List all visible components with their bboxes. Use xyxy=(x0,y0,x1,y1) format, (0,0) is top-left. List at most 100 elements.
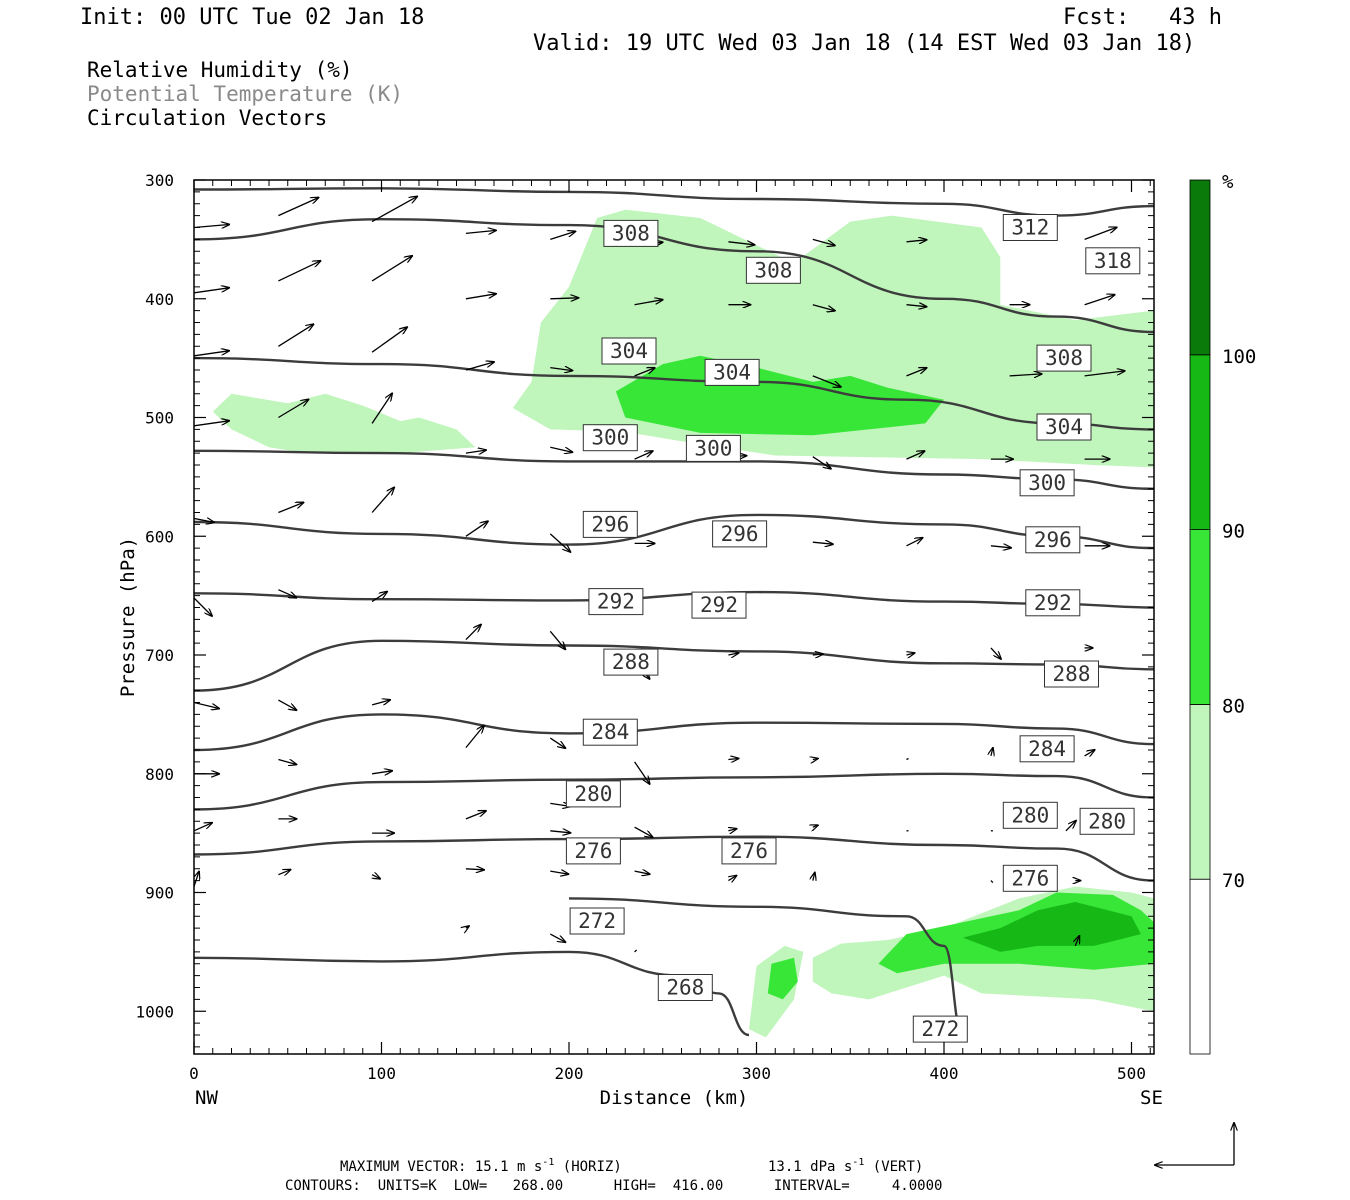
vector-56 xyxy=(278,589,296,598)
y-tick-label: 600 xyxy=(145,527,174,546)
contour-label-box-22 xyxy=(1002,801,1058,829)
vector-62 xyxy=(907,653,915,655)
x-tick-label: 0 xyxy=(189,1064,199,1083)
contour-label-box-10 xyxy=(1019,469,1075,497)
contour-label-272: 272 xyxy=(578,909,616,933)
vector-77 xyxy=(278,758,296,765)
contour-label-288: 288 xyxy=(1053,662,1091,686)
vector-2 xyxy=(371,197,417,223)
contour-label-292: 292 xyxy=(700,593,738,617)
vector-104 xyxy=(549,933,565,942)
colorbar-segment-4 xyxy=(1189,179,1211,356)
isentrope-308 xyxy=(194,217,1154,334)
y-tick-label: 400 xyxy=(145,290,174,309)
max-vector-text: MAXIMUM VECTOR: 15.1 m s-1 (HORIZ) 13.1 d… xyxy=(340,1157,923,1175)
y-tick-label: 900 xyxy=(145,884,174,903)
vector-90 xyxy=(465,811,486,820)
contour-label-308: 308 xyxy=(1045,346,1083,370)
vector-41 xyxy=(906,451,925,460)
contour-label-284: 284 xyxy=(1028,737,1066,761)
init-time: Init: 00 UTC Tue 02 Jan 18 xyxy=(80,5,425,30)
y-tick-label: 700 xyxy=(145,646,174,665)
vector-12 xyxy=(278,261,320,282)
vector-93 xyxy=(728,876,736,881)
vector-37 xyxy=(550,446,572,452)
plot-frame xyxy=(193,179,1155,1055)
contour-label-292: 292 xyxy=(597,590,635,614)
contour-label-box-26 xyxy=(1002,864,1058,892)
vector-100 xyxy=(372,875,380,879)
vector-22 xyxy=(194,351,229,357)
vector-96 xyxy=(990,880,994,884)
contour-label-296: 296 xyxy=(591,512,629,536)
contour-label-box-9 xyxy=(685,434,741,462)
contour-label-box-25 xyxy=(721,837,777,865)
vector-107 xyxy=(1075,936,1079,947)
vector-scale-legend xyxy=(1155,1123,1234,1165)
x-tick-label: 400 xyxy=(930,1064,959,1083)
x-tick-label: 500 xyxy=(1117,1064,1146,1083)
rh-region-80-90-6 xyxy=(767,957,798,1000)
contour-label-box-16 xyxy=(1025,589,1081,617)
colorbar-level-80: 80 xyxy=(1222,695,1245,717)
legend-rh: Relative Humidity (%) xyxy=(87,58,353,82)
contour-label-box-11 xyxy=(582,510,638,538)
contour-label-268: 268 xyxy=(666,976,704,1000)
vector-33 xyxy=(194,421,229,427)
contour-label-276: 276 xyxy=(574,839,612,863)
vector-72 xyxy=(813,759,818,760)
legend-vectors: Circulation Vectors xyxy=(87,106,328,130)
colorbar-segment-1 xyxy=(1189,704,1211,880)
vector-67 xyxy=(371,700,390,706)
contour-label-304: 304 xyxy=(713,360,751,384)
contour-label-box-28 xyxy=(657,974,713,1001)
vector-11 xyxy=(194,288,229,294)
contour-label-308: 308 xyxy=(754,258,792,282)
vector-73 xyxy=(906,757,909,761)
x-tick-label: 200 xyxy=(555,1064,584,1083)
contour-label-box-1 xyxy=(1085,247,1141,275)
vector-53 xyxy=(990,546,1011,548)
endpoint-se: SE xyxy=(1140,1087,1163,1109)
colorbar-segment-0 xyxy=(1189,878,1211,1055)
vector-14 xyxy=(465,294,496,300)
rh-region-70-80-1 xyxy=(212,393,476,454)
axes: 300 400 500 600 700 800 900 1000 0 100 200 300 400 50… xyxy=(135,171,1154,1083)
colorbar: 70 80 90 100 xyxy=(1189,179,1256,1055)
contour-label-312: 312 xyxy=(1011,216,1049,240)
vector-92 xyxy=(634,871,650,874)
y-tick-label: 1000 xyxy=(135,1002,174,1021)
vector-8 xyxy=(906,240,927,242)
vector-19 xyxy=(906,305,927,307)
isentrope-280 xyxy=(194,772,1154,811)
contour-label-box-17 xyxy=(603,648,659,676)
vector-45 xyxy=(278,503,303,514)
contour-label-box-29 xyxy=(912,1015,968,1043)
y-tick-label: 800 xyxy=(145,765,174,784)
vector-65 xyxy=(194,701,219,709)
contour-label-box-5 xyxy=(601,337,657,365)
x-tick-label: 100 xyxy=(367,1064,396,1083)
contour-label-box-21 xyxy=(565,780,621,808)
contour-label-box-7 xyxy=(1036,413,1092,441)
isentrope-268 xyxy=(194,950,750,1037)
vector-31 xyxy=(1009,374,1042,376)
contour-label-box-12 xyxy=(712,520,768,548)
contour-label-304: 304 xyxy=(1045,415,1083,439)
contour-label-box-6 xyxy=(704,358,760,386)
vector-15 xyxy=(550,298,578,299)
vector-105 xyxy=(634,949,638,953)
vector-29 xyxy=(812,375,841,387)
contour-label-box-18 xyxy=(1044,660,1099,688)
vector-44 xyxy=(194,518,214,522)
vector-82 xyxy=(728,829,736,831)
legend-theta: Potential Temperature (K) xyxy=(87,82,404,106)
contour-label-300: 300 xyxy=(694,436,732,460)
contour-label-280: 280 xyxy=(1088,809,1126,833)
vector-102 xyxy=(550,871,568,874)
vector-18 xyxy=(812,304,835,311)
isentrope-284 xyxy=(194,713,1154,752)
vector-7 xyxy=(812,238,835,245)
contour-label-box-14 xyxy=(588,588,644,616)
x-tick-label: 300 xyxy=(742,1064,771,1083)
